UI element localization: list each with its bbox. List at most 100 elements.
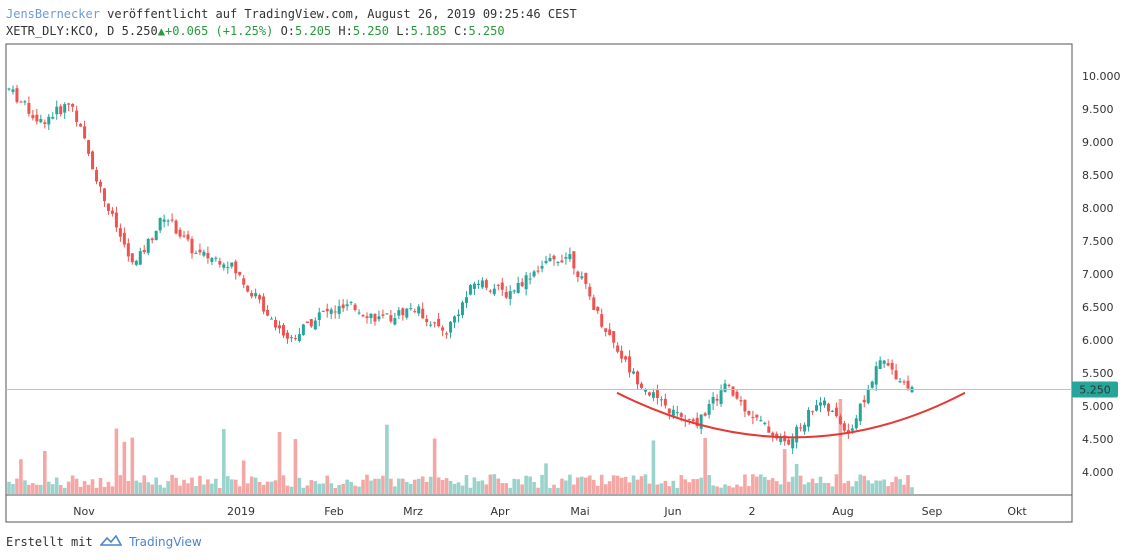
candle-body: [803, 424, 807, 432]
time-tick-label: Nov: [73, 505, 95, 518]
volume-bar: [385, 424, 389, 494]
volume-bar: [66, 481, 71, 494]
candle-body: [739, 400, 743, 402]
volume-bar: [456, 482, 461, 494]
candle-body: [230, 262, 234, 267]
tradingview-brand[interactable]: TradingView: [129, 535, 202, 549]
volume-bar: [408, 483, 413, 494]
candle-body: [417, 306, 421, 314]
candle-body: [365, 316, 369, 319]
volume-bar: [253, 477, 258, 494]
volume-bar: [687, 482, 692, 494]
candle-body: [373, 313, 377, 322]
candle-body: [11, 89, 15, 92]
volume-bar: [361, 479, 365, 494]
chart-frame: [5, 43, 1073, 523]
volume-bar: [353, 485, 357, 494]
candle-body: [512, 290, 516, 292]
candle-body: [158, 218, 162, 231]
candle-body: [834, 407, 838, 417]
volume-bar: [39, 484, 43, 494]
volume-bar: [627, 482, 632, 494]
volume-bar: [822, 482, 827, 494]
volume-bar: [329, 483, 334, 494]
candle-body: [206, 252, 210, 259]
candle-body: [464, 297, 468, 304]
rounding-bottom-curve[interactable]: [616, 391, 966, 439]
volume-bar: [317, 483, 322, 494]
candle-body: [890, 362, 894, 370]
header-line-2: XETR_DLY:KCO, D 5.250▲+0.065 (+1.25%) O:…: [6, 23, 577, 40]
volume-bar: [568, 474, 572, 494]
candle-body: [242, 278, 246, 285]
volume-bar: [894, 476, 898, 494]
candle-body: [580, 276, 584, 279]
candle-body: [389, 315, 393, 322]
candle-body: [122, 232, 126, 245]
author-link[interactable]: JensBernecker: [6, 7, 100, 21]
volume-bar: [794, 463, 799, 494]
volume-bar: [719, 487, 723, 494]
volume-bar: [412, 479, 417, 494]
candle-body: [218, 260, 222, 265]
candle-body: [445, 333, 449, 335]
volume-bar: [43, 451, 47, 494]
last-price: 5.250: [121, 24, 158, 38]
candle-body: [695, 417, 699, 427]
volume-bar: [723, 484, 727, 494]
candle-body: [870, 381, 874, 388]
volume-bar: [731, 487, 735, 494]
candle-body: [79, 124, 83, 127]
volume-bar: [504, 483, 509, 494]
candle-body: [297, 334, 301, 342]
volume-bar: [802, 484, 807, 494]
volume-bar: [564, 480, 568, 494]
candle-body: [23, 101, 27, 103]
candle-body: [588, 286, 592, 297]
volume-bar: [611, 475, 616, 494]
volume-bar: [166, 481, 170, 494]
volume-bar: [293, 439, 298, 494]
volume-bar: [19, 459, 23, 494]
candle-body: [345, 304, 349, 307]
candle-body: [190, 238, 194, 254]
candle-body: [87, 140, 91, 154]
candle-body: [405, 308, 409, 318]
candle-body: [401, 308, 405, 316]
volume-bar: [679, 475, 684, 494]
symbol-label: XETR_DLY:KCO, D: [6, 24, 115, 38]
last-price-badge-text: 5.250: [1079, 384, 1111, 397]
candle-body: [620, 350, 624, 359]
candle-body: [604, 328, 608, 332]
candle-body: [552, 255, 556, 260]
time-tick-label: Aug: [832, 505, 853, 518]
candle-body: [838, 416, 842, 424]
candle-body: [409, 308, 413, 310]
candle-body: [799, 427, 803, 429]
volume-bar: [142, 475, 147, 494]
candle-body: [468, 285, 472, 295]
candle-body: [544, 260, 548, 263]
volume-bar: [50, 484, 55, 494]
candle-body: [496, 284, 500, 286]
candle-body: [15, 88, 19, 103]
volume-bar: [325, 475, 330, 494]
volume-bar: [289, 486, 294, 494]
volume-bar: [755, 476, 759, 494]
candle-body: [536, 270, 540, 272]
candle-body: [441, 327, 445, 331]
volume-bar: [321, 483, 326, 494]
volume-bar: [631, 475, 636, 494]
volume-bar: [874, 480, 878, 494]
time-tick-label: Sep: [922, 505, 943, 518]
candle-body: [779, 438, 783, 443]
price-tick-label: 7.500: [1082, 235, 1114, 248]
candle-body: [679, 413, 683, 417]
volume-bar: [440, 480, 445, 494]
volume-bar: [357, 486, 361, 494]
candle-body: [329, 309, 333, 314]
volume-bar: [480, 480, 485, 494]
candle-body: [763, 422, 767, 425]
candle-body: [425, 318, 429, 322]
